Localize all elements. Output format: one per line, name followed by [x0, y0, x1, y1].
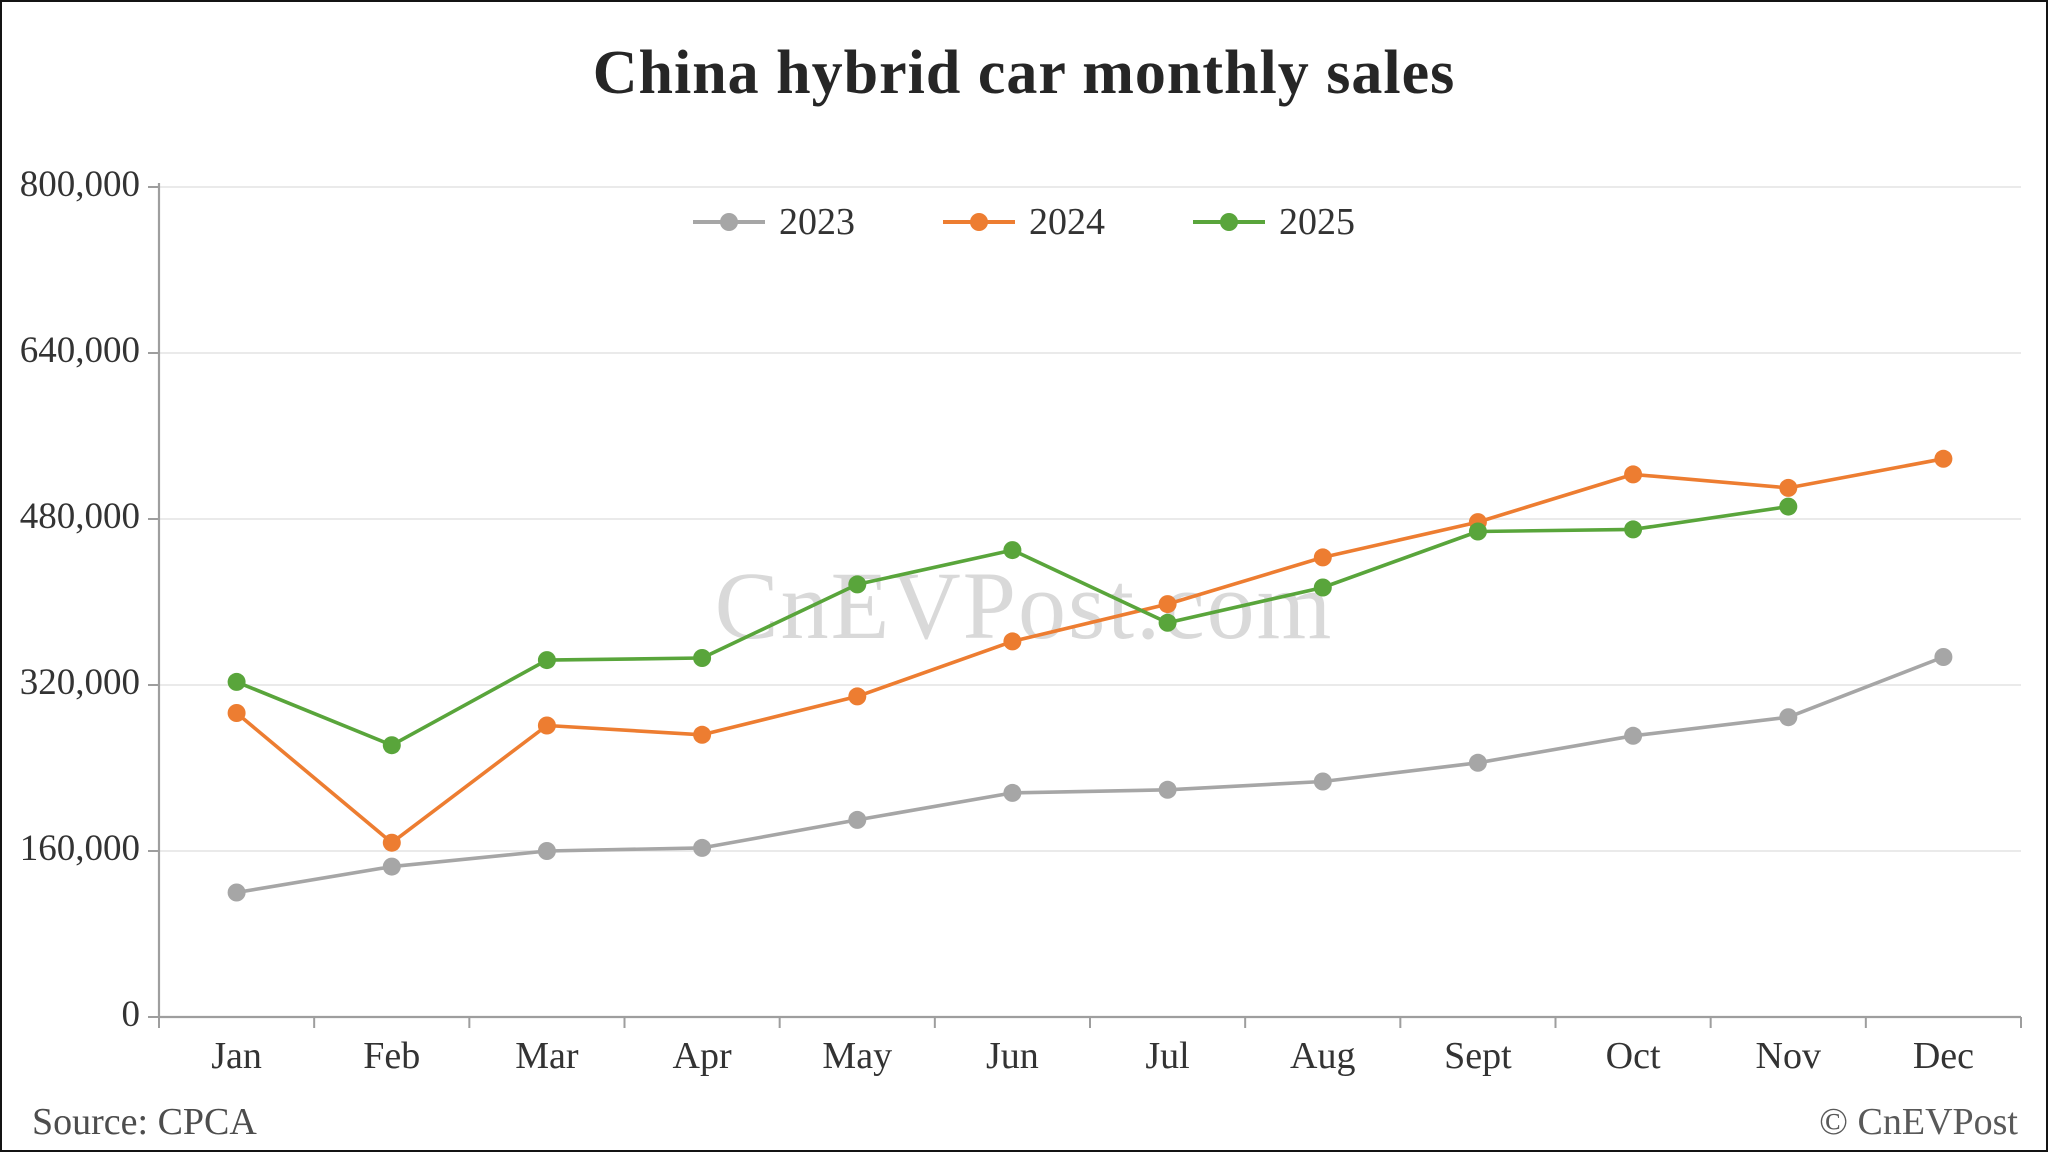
- legend-item-2023: 2023: [693, 200, 855, 244]
- legend-label: 2024: [1029, 201, 1105, 243]
- data-point-2023-Feb: [382, 857, 401, 876]
- y-axis-label: 480,000: [19, 496, 140, 537]
- data-point-2025-Aug: [1313, 578, 1332, 597]
- x-axis-label: Aug: [1290, 1035, 1356, 1077]
- x-axis-label: Dec: [1912, 1035, 1974, 1077]
- chart-legend: 2023 2024 2025: [2, 200, 2046, 244]
- x-axis-label: Jul: [1145, 1035, 1190, 1077]
- series-line-2023: [234, 655, 1946, 895]
- data-point-2025-Feb: [382, 736, 401, 755]
- y-axis-label: 640,000: [19, 330, 140, 371]
- data-point-2025-Sept: [1468, 522, 1487, 541]
- data-point-2023-Nov: [1779, 708, 1798, 727]
- watermark: CnEVPost.com: [714, 552, 1334, 659]
- data-point-2024-Sept: [1468, 513, 1487, 532]
- data-point-2024-Oct: [1624, 465, 1643, 484]
- data-point-2024-Feb: [382, 833, 401, 852]
- data-point-2024-Mar: [537, 716, 556, 735]
- x-axis-label: May: [822, 1035, 893, 1077]
- data-point-2025-Oct: [1624, 520, 1643, 539]
- data-point-2023-Jun: [1003, 783, 1022, 802]
- data-point-2024-Dec: [1934, 449, 1953, 468]
- x-axis-label: Sept: [1444, 1035, 1512, 1077]
- x-axis-label: Mar: [515, 1035, 579, 1077]
- data-point-2023-Jul: [1158, 780, 1177, 799]
- data-point-2023-Apr: [693, 838, 712, 857]
- legend-label: 2023: [779, 201, 855, 243]
- data-point-2025-Mar: [537, 651, 556, 670]
- y-axis-label: 160,000: [19, 828, 140, 869]
- data-point-2025-May: [848, 575, 867, 594]
- data-point-2024-Nov: [1779, 478, 1798, 497]
- legend-item-2024: 2024: [943, 200, 1105, 244]
- data-point-2024-Jan: [227, 704, 246, 722]
- legend-marker-icon: [1193, 212, 1265, 232]
- x-axis-label: Nov: [1755, 1035, 1821, 1077]
- copyright-note: © CnEVPost: [1819, 1101, 2018, 1143]
- data-point-2025-Jan: [227, 672, 246, 691]
- x-axis-label: Feb: [363, 1035, 421, 1077]
- x-axis-label: Apr: [672, 1035, 732, 1077]
- data-point-2025-Apr: [693, 649, 712, 667]
- data-point-2023-Mar: [537, 842, 556, 860]
- legend-marker-icon: [943, 212, 1015, 232]
- data-point-2023-Aug: [1313, 772, 1332, 791]
- legend-marker-icon: [693, 212, 765, 232]
- data-point-2024-Jul: [1158, 595, 1177, 614]
- y-axis-label: 800,000: [19, 164, 140, 205]
- data-point-2025-Jul: [1158, 613, 1177, 632]
- data-point-2023-Sept: [1468, 753, 1487, 772]
- data-point-2023-May: [848, 810, 867, 829]
- data-point-2024-Aug: [1313, 548, 1332, 567]
- x-axis-label: Jun: [986, 1035, 1039, 1077]
- data-point-2024-May: [848, 687, 867, 706]
- x-axis-label: Jan: [211, 1035, 262, 1077]
- legend-label: 2025: [1279, 201, 1355, 243]
- data-point-2024-Apr: [693, 725, 712, 744]
- data-point-2025-Jun: [1003, 541, 1022, 560]
- series-line-2024: [234, 456, 1946, 845]
- x-axis-label: Oct: [1605, 1035, 1661, 1077]
- data-point-2024-Jun: [1003, 632, 1022, 651]
- data-point-2023-Jan: [227, 883, 246, 902]
- data-point-2025-Nov: [1779, 497, 1798, 516]
- legend-item-2025: 2025: [1193, 200, 1355, 244]
- y-axis-label: 320,000: [19, 662, 140, 703]
- data-point-2023-Oct: [1624, 726, 1643, 745]
- chart-title: China hybrid car monthly sales: [592, 39, 1456, 107]
- data-point-2023-Dec: [1934, 648, 1953, 666]
- y-axis-label: 0: [121, 994, 141, 1035]
- series-line-2025: [234, 504, 1791, 748]
- source-note: Source: CPCA: [32, 1101, 257, 1143]
